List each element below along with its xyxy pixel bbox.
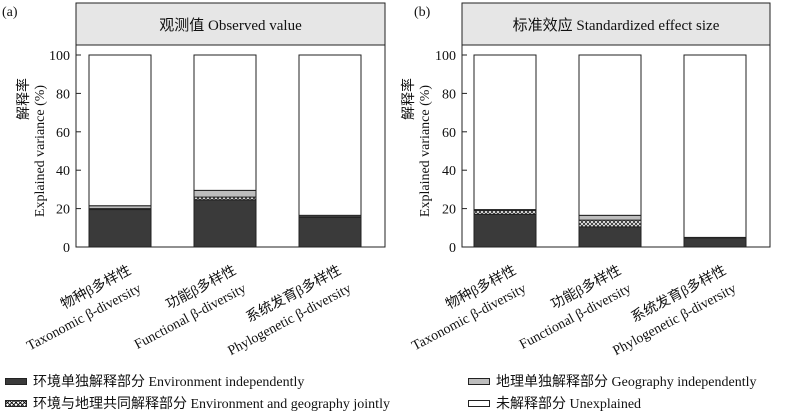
bar-segment-geo [578,214,642,221]
bar-segment-env [578,226,642,248]
legend-item-env: 环境单独解释部分 Environment independently [5,371,304,391]
bar-segment-env [193,199,257,248]
y-tick-label: 20 [56,203,70,218]
bar-segment-unexplained [193,54,257,191]
bar-segment-unexplained [683,54,747,238]
y-axis-label-cn: 解释率 [400,78,417,120]
legend-swatch-geo [468,377,490,385]
bar-segment-unexplained [298,54,362,216]
y-axis-label-cn: 解释率 [15,78,32,120]
y-axis-label-en: Explained variance (%) [418,85,433,217]
bar-segment-unexplained [578,54,642,216]
legend-label-env: 环境单独解释部分 Environment independently [33,375,305,390]
y-tick-label: 40 [442,164,456,179]
bar-segment-env [683,237,747,248]
y-tick-label: 0 [63,241,70,256]
panel-header [75,2,386,46]
y-tick-label: 60 [442,126,456,141]
bar-segment-unexplained [473,54,537,211]
legend-item-joint: 环境与地理共同解释部分 Environment and geography jo… [5,393,390,413]
panel-b: (b) 标准效应 Standardized effect size 0 20 40 60 8… [400,2,771,359]
legend-label-geo: 地理单独解释部分 Geography independently [496,375,757,390]
legend-swatch-unexplained [468,399,490,407]
y-tick-label: 40 [56,164,70,179]
y-tick-label: 20 [442,203,456,218]
y-tick-label: 0 [449,241,456,256]
bar-segment-env [298,216,362,248]
y-tick-label: 80 [56,87,70,102]
y-tick-label: 100 [49,49,70,64]
bar-segment-env [473,213,537,248]
legend-item-geo: 地理单独解释部分 Geography independently [468,371,757,391]
y-tick-label: 80 [442,87,456,102]
bar-segment-env [88,209,152,248]
panel-header [461,2,771,46]
y-axis-label-en: Explained variance (%) [33,85,48,217]
bar-segment-joint [473,210,537,215]
panel-a: (a) 观测值 Observed value 0 20 40 60 80 100 解释率 Expl… [2,2,386,359]
legend: 环境单独解释部分 Environment independently 地理单独解… [0,365,800,412]
y-tick-label: 60 [56,126,70,141]
bar-segment-joint [578,219,642,228]
legend-item-unexplained: 未解释部分 Unexplained [468,393,641,413]
panel-label: (a) [2,5,18,20]
panel-title: 标准效应 Standardized effect size [513,16,720,34]
panel-title: 观测值 Observed value [159,17,302,34]
panel-label: (b) [414,5,431,20]
legend-label-unexplained: 未解释部分 Unexplained [496,397,642,412]
legend-label-joint: 环境与地理共同解释部分 Environment and geography jo… [33,397,390,412]
bar-segment-unexplained [88,54,152,207]
bar-segment-geo [193,189,257,198]
legend-swatch-joint [5,399,27,407]
legend-swatch-env [5,377,27,385]
y-tick-label: 100 [435,49,456,64]
